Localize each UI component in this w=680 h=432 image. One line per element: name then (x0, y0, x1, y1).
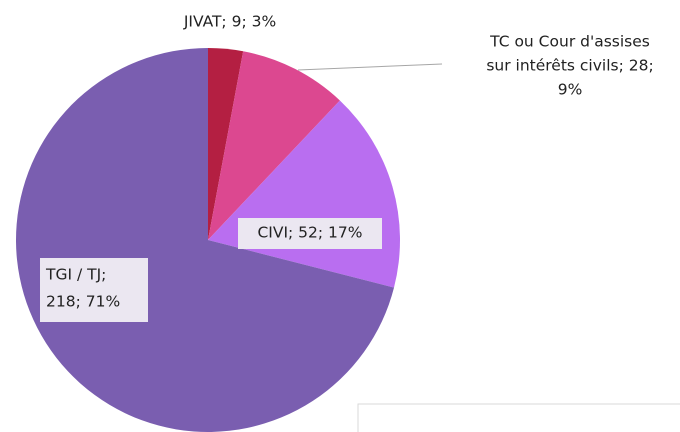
data-label: CIVI; 52; 17% (257, 224, 362, 242)
label-background (238, 218, 382, 249)
pie-slice (16, 48, 394, 432)
data-label: TC ou Cour d'assises (489, 33, 650, 51)
data-label: 218; 71% (46, 293, 120, 311)
leader-line (297, 63, 443, 71)
data-label: TGI / TJ; (45, 266, 106, 284)
label-background (40, 258, 148, 322)
data-label: 9% (558, 81, 583, 99)
data-label: JIVAT; 9; 3% (183, 13, 276, 31)
legend-frame (357, 403, 680, 432)
pie-slice (208, 51, 340, 241)
data-label: sur intérêts civils; 28; (486, 57, 653, 75)
pie-slice (208, 48, 244, 240)
